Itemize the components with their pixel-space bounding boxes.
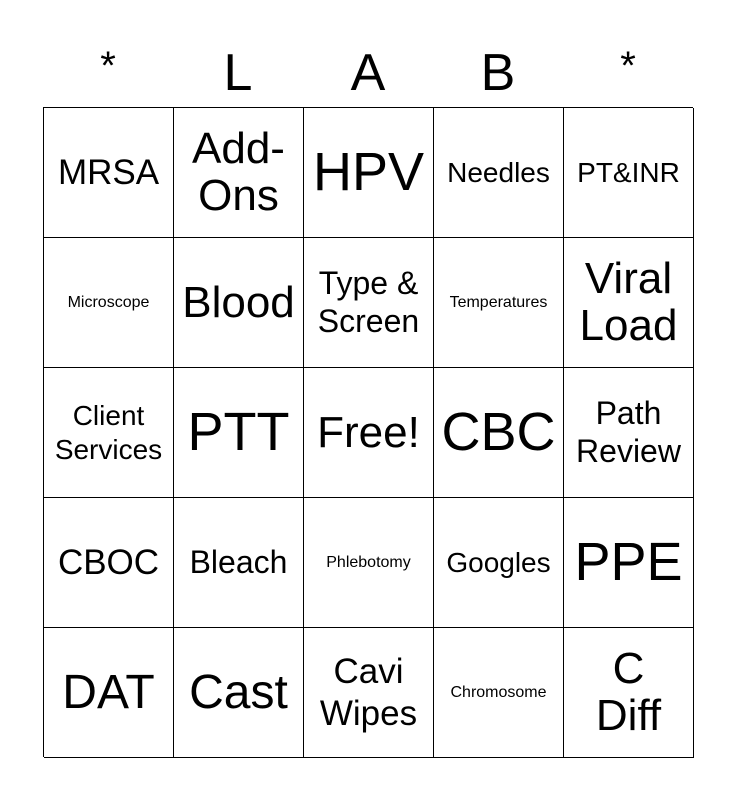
cell-label: Cavi Wipes [319, 652, 418, 733]
cell-label: Chromosome [450, 683, 547, 701]
cell-label: PPE [574, 532, 683, 593]
bingo-cell[interactable]: MRSA [44, 108, 174, 238]
cell-label: CBOC [57, 542, 160, 582]
bingo-cell[interactable]: CBC [434, 368, 564, 498]
free-space[interactable]: Free! [304, 368, 434, 498]
bingo-cell[interactable]: Path Review [564, 368, 694, 498]
cell-label: Phlebotomy [326, 553, 411, 571]
header-letter-a: A [350, 44, 386, 102]
cell-label: CBC [441, 402, 556, 463]
header-star-right: * [620, 44, 636, 88]
bingo-cell[interactable]: CBOC [44, 498, 174, 628]
cell-label: Needles [447, 156, 550, 188]
cell-label: PTT [187, 402, 290, 463]
cell-label: Add- Ons [192, 124, 285, 220]
header-star-left: * [100, 44, 116, 88]
bingo-cell[interactable]: Type & Screen [304, 238, 434, 368]
bingo-cell[interactable]: Add- Ons [174, 108, 304, 238]
cell-label: C Diff [595, 644, 662, 740]
cell-label: Free! [317, 407, 420, 457]
bingo-cell[interactable]: Phlebotomy [304, 498, 434, 628]
bingo-cell[interactable]: Blood [174, 238, 304, 368]
bingo-cell[interactable]: Client Services [44, 368, 174, 498]
cell-label: Type & Screen [317, 264, 420, 339]
bingo-cell[interactable]: Temperatures [434, 238, 564, 368]
header-letter-b: B [480, 44, 516, 102]
bingo-cell[interactable]: Viral Load [564, 238, 694, 368]
bingo-cell[interactable]: Needles [434, 108, 564, 238]
cell-label: Googles [446, 546, 551, 578]
bingo-cell[interactable]: Googles [434, 498, 564, 628]
bingo-cell[interactable]: DAT [44, 628, 174, 758]
cell-label: MRSA [57, 152, 160, 192]
header-letter-l: L [223, 44, 253, 102]
cell-label: Temperatures [449, 293, 548, 311]
cell-label: PT&INR [577, 156, 680, 188]
bingo-cell[interactable]: Cast [174, 628, 304, 758]
cell-label: Bleach [189, 543, 288, 580]
bingo-header: * L A B * [43, 40, 693, 106]
bingo-cell[interactable]: HPV [304, 108, 434, 238]
bingo-cell[interactable]: PT&INR [564, 108, 694, 238]
bingo-cell[interactable]: Cavi Wipes [304, 628, 434, 758]
bingo-cell[interactable]: Bleach [174, 498, 304, 628]
cell-label: Blood [182, 277, 295, 327]
bingo-cell[interactable]: C Diff [564, 628, 694, 758]
cell-label: Cast [189, 665, 288, 719]
bingo-cell[interactable]: PTT [174, 368, 304, 498]
cell-label: Viral Load [579, 254, 678, 350]
bingo-cell[interactable]: Chromosome [434, 628, 564, 758]
cell-label: Client Services [54, 400, 163, 465]
bingo-cell[interactable]: Microscope [44, 238, 174, 368]
bingo-cell[interactable]: PPE [564, 498, 694, 628]
cell-label: HPV [312, 142, 425, 203]
bingo-board: MRSA Add- Ons HPV Needles PT&INR Microsc… [43, 107, 694, 758]
cell-label: Microscope [67, 293, 150, 311]
cell-label: DAT [62, 665, 155, 719]
cell-label: Path Review [576, 394, 681, 469]
